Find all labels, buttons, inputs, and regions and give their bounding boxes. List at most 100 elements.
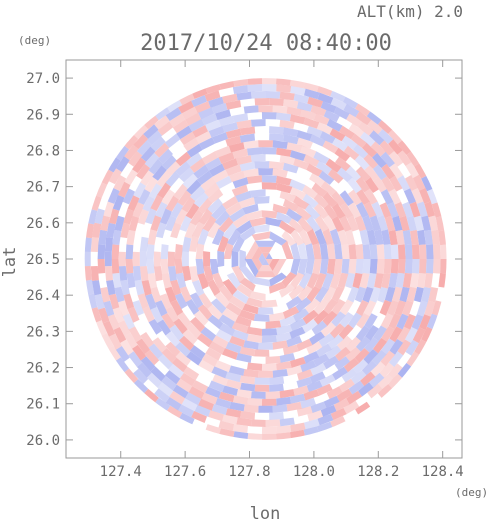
radar-cell [182, 329, 198, 345]
radar-cell [394, 300, 407, 317]
radar-cell [208, 125, 225, 138]
radar-cell [229, 335, 245, 348]
radar-cell [175, 161, 191, 177]
radar-cell [242, 303, 259, 315]
y-tick-label: 26.1 [26, 397, 60, 413]
radar-cell [100, 169, 114, 185]
radar-cell [388, 129, 403, 145]
radar-cell [381, 338, 396, 355]
radar-cell [226, 272, 241, 289]
radar-cell [354, 348, 370, 363]
radar-cell [146, 372, 163, 388]
radar-cell [369, 215, 381, 232]
radar-cell [229, 401, 245, 412]
radar-cell [222, 308, 239, 323]
radar-cell [174, 293, 188, 310]
radar-cell [198, 398, 214, 411]
radar-cell [179, 131, 196, 146]
radar-cell [139, 236, 149, 252]
radar-cell [164, 370, 181, 385]
radar-cell [289, 318, 307, 332]
radar-cell [247, 78, 263, 85]
radar-cell [157, 382, 174, 397]
radar-cell [360, 371, 376, 387]
radar-cell [325, 345, 342, 360]
radar-cell [225, 128, 242, 139]
radar-cell [199, 137, 215, 150]
radar-cell [212, 335, 229, 349]
radar-cell [247, 147, 263, 156]
radar-cell [354, 215, 367, 232]
radar-cell [335, 156, 351, 172]
radar-cell [318, 170, 335, 185]
radar-cell [172, 119, 189, 134]
radar-cell [240, 411, 256, 420]
radar-cell [262, 433, 277, 440]
radar-cell [390, 259, 399, 274]
radar-cell [103, 300, 115, 317]
radar-cell [399, 215, 410, 232]
radar-cell [204, 90, 221, 102]
radar-cell [250, 189, 266, 198]
radar-cell [128, 151, 143, 167]
radar-cell [113, 175, 127, 191]
radar-cell [218, 314, 235, 329]
radar-cell [177, 312, 192, 328]
radar-cell [204, 182, 220, 198]
radar-cell [225, 371, 242, 383]
radar-cell [279, 315, 296, 328]
radar-cell [363, 300, 377, 317]
radar-cell [323, 298, 338, 315]
radar-cell [178, 335, 195, 351]
radar-cell [419, 314, 431, 331]
radar-cell [178, 92, 195, 106]
radar-cell [304, 418, 320, 430]
radar-cell [222, 385, 238, 396]
radar-cell [261, 398, 277, 406]
radar-cell [279, 417, 295, 427]
radar-cell [238, 309, 256, 321]
radar-cell [367, 383, 383, 399]
radar-cell [276, 432, 291, 440]
radar-cell [236, 353, 252, 363]
radar-cell [125, 259, 134, 274]
radar-cell [222, 122, 238, 133]
radar-cell [373, 176, 387, 193]
radar-cell [197, 304, 213, 320]
radar-cell [120, 279, 130, 296]
radar-cell [181, 398, 198, 412]
radar-cell [374, 273, 384, 289]
radar-cell [182, 173, 198, 189]
radar-cell [303, 117, 320, 129]
radar-cell [215, 109, 231, 121]
radar-cell [279, 119, 295, 129]
radar-cell [225, 135, 242, 147]
radar-cell [355, 244, 364, 259]
radar-cell [302, 309, 319, 325]
radar-cell [307, 410, 324, 422]
radar-cell [364, 313, 378, 330]
radar-cell [261, 210, 278, 219]
y-tick-label: 26.3 [26, 324, 60, 340]
radar-cell [411, 314, 424, 330]
radar-cell [286, 335, 303, 348]
radar-cell [254, 384, 270, 392]
altitude-label: ALT(km) 2.0 [357, 2, 463, 21]
radar-cell [290, 259, 301, 276]
y-axis-label: lat [0, 247, 20, 278]
radar-cell [197, 228, 209, 245]
radar-cell [223, 242, 234, 259]
radar-cell [272, 168, 288, 178]
radar-cell [348, 244, 357, 259]
radar-cell [317, 413, 334, 426]
radar-cell [245, 210, 263, 221]
radar-cell [417, 273, 426, 289]
radar-cell [205, 157, 222, 171]
radar-cell [286, 296, 303, 310]
radar-cell [123, 134, 139, 150]
radar-cell [360, 131, 376, 147]
radar-cell [170, 222, 182, 239]
radar-cell [421, 326, 434, 343]
radar-cell [348, 380, 365, 395]
radar-cell [370, 361, 386, 377]
